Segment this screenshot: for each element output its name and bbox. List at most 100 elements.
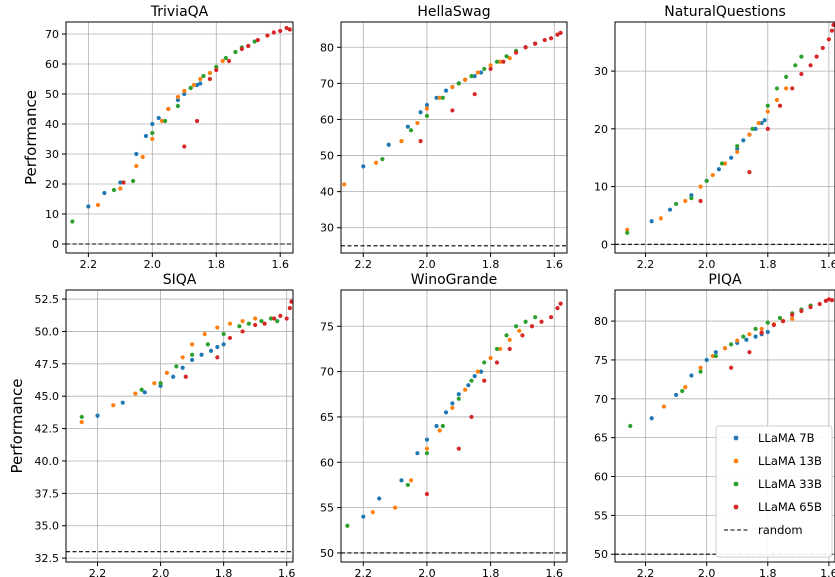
scatter-points: [628, 297, 835, 429]
legend-marker-llama-65b: [733, 504, 739, 510]
point-llama-65b: [829, 298, 835, 303]
point-llama-7b: [443, 88, 449, 93]
x-tick-label: 2.2: [355, 567, 373, 577]
y-tick-label: 55: [594, 509, 608, 522]
y-tick-label: 32.5: [35, 552, 60, 565]
point-llama-65b: [548, 36, 554, 41]
point-llama-13b: [517, 328, 522, 333]
panel-title: TriviaQA: [150, 4, 209, 20]
x-tick-label: 2.0: [418, 258, 436, 271]
point-llama-7b: [729, 155, 734, 160]
point-llama-7b: [424, 437, 430, 442]
point-llama-33b: [424, 113, 430, 118]
y-tick-label: 0: [601, 238, 608, 251]
panel-piqa: 2.22.01.81.650556065707580PIQATraining L…: [594, 272, 835, 577]
point-llama-13b: [215, 325, 220, 330]
point-llama-13b: [79, 420, 84, 425]
point-llama-13b: [759, 326, 764, 331]
point-llama-65b: [820, 45, 825, 51]
point-llama-33b: [131, 178, 136, 184]
point-llama-13b: [498, 59, 503, 64]
x-tick-label: 2.2: [80, 258, 98, 271]
legend-label-llama-13b: LLaMA 13B: [758, 454, 822, 468]
point-llama-7b: [735, 146, 740, 152]
y-tick-label: 40: [320, 186, 334, 199]
point-llama-65b: [555, 306, 560, 311]
x-tick-label: 1.8: [482, 567, 500, 577]
y-tick-label: 70: [320, 366, 334, 379]
point-llama-13b: [198, 76, 203, 82]
point-llama-13b: [488, 355, 493, 361]
point-llama-7b: [361, 164, 366, 169]
point-llama-13b: [790, 316, 795, 321]
y-tick-label: 75: [594, 354, 608, 367]
point-llama-33b: [205, 342, 210, 347]
panel-winogrande: 2.22.01.81.6505560657075WinoGrandeTraini…: [320, 272, 568, 577]
point-llama-65b: [214, 67, 219, 73]
point-llama-33b: [793, 63, 798, 68]
point-llama-33b: [424, 451, 430, 456]
panel-title: SIQA: [163, 272, 197, 288]
axes-frame: [614, 21, 835, 254]
point-llama-13b: [735, 338, 740, 343]
axes-frame: [340, 289, 568, 563]
point-llama-13b: [227, 321, 233, 326]
point-llama-13b: [118, 186, 123, 191]
point-llama-33b: [729, 342, 734, 347]
point-llama-65b: [777, 103, 783, 108]
point-llama-33b: [175, 103, 181, 109]
point-llama-13b: [765, 109, 770, 114]
y-tick-label: 80: [320, 41, 334, 54]
scatter-points: [345, 301, 563, 528]
y-tick-label: 40: [45, 118, 59, 131]
point-llama-33b: [237, 324, 242, 329]
point-llama-65b: [240, 329, 245, 334]
point-llama-65b: [507, 346, 512, 352]
point-llama-7b: [175, 97, 181, 103]
point-llama-33b: [268, 316, 274, 321]
point-llama-65b: [488, 66, 493, 72]
point-llama-65b: [533, 41, 538, 46]
point-llama-65b: [799, 71, 804, 77]
point-llama-13b: [159, 118, 165, 124]
point-llama-13b: [450, 84, 455, 90]
y-tick-label: 60: [594, 471, 608, 484]
point-llama-65b: [529, 324, 535, 329]
point-llama-13b: [370, 510, 375, 515]
point-llama-13b: [698, 365, 703, 370]
point-llama-7b: [208, 348, 214, 353]
point-llama-65b: [501, 59, 506, 64]
point-llama-65b: [271, 316, 277, 321]
point-llama-13b: [463, 77, 468, 82]
y-tick-label: 20: [45, 178, 59, 191]
point-llama-13b: [488, 63, 493, 68]
panel-siqa: 2.2 2.0 1.8 1.6 32.5 35.0 37.5 40.0 42.5 45.0 47.5…: [8, 272, 295, 577]
point-llama-65b: [450, 108, 455, 113]
y-tick-label: 60: [45, 58, 59, 71]
point-llama-65b: [207, 76, 212, 82]
point-llama-33b: [753, 326, 758, 331]
point-llama-33b: [533, 315, 538, 320]
point-llama-13b: [150, 136, 155, 142]
point-llama-33b: [628, 423, 633, 429]
point-llama-65b: [456, 446, 461, 451]
point-llama-33b: [482, 66, 487, 72]
point-llama-65b: [555, 32, 560, 37]
point-llama-7b: [221, 342, 226, 347]
point-llama-65b: [287, 306, 292, 311]
point-llama-33b: [252, 39, 257, 44]
point-llama-7b: [713, 350, 718, 355]
point-llama-7b: [667, 207, 673, 212]
x-tick-label: 1.8: [208, 258, 226, 271]
point-llama-65b: [482, 378, 487, 383]
point-llama-65b: [790, 312, 795, 317]
point-llama-65b: [558, 301, 563, 306]
point-llama-33b: [345, 523, 350, 528]
point-llama-13b: [202, 331, 207, 337]
point-llama-13b: [152, 381, 157, 386]
point-llama-33b: [625, 230, 630, 235]
y-tick-label: 20: [594, 123, 608, 136]
point-llama-33b: [482, 360, 487, 365]
legend-label-llama-65b: LLaMA 65B: [758, 500, 822, 514]
point-llama-33b: [163, 118, 168, 124]
